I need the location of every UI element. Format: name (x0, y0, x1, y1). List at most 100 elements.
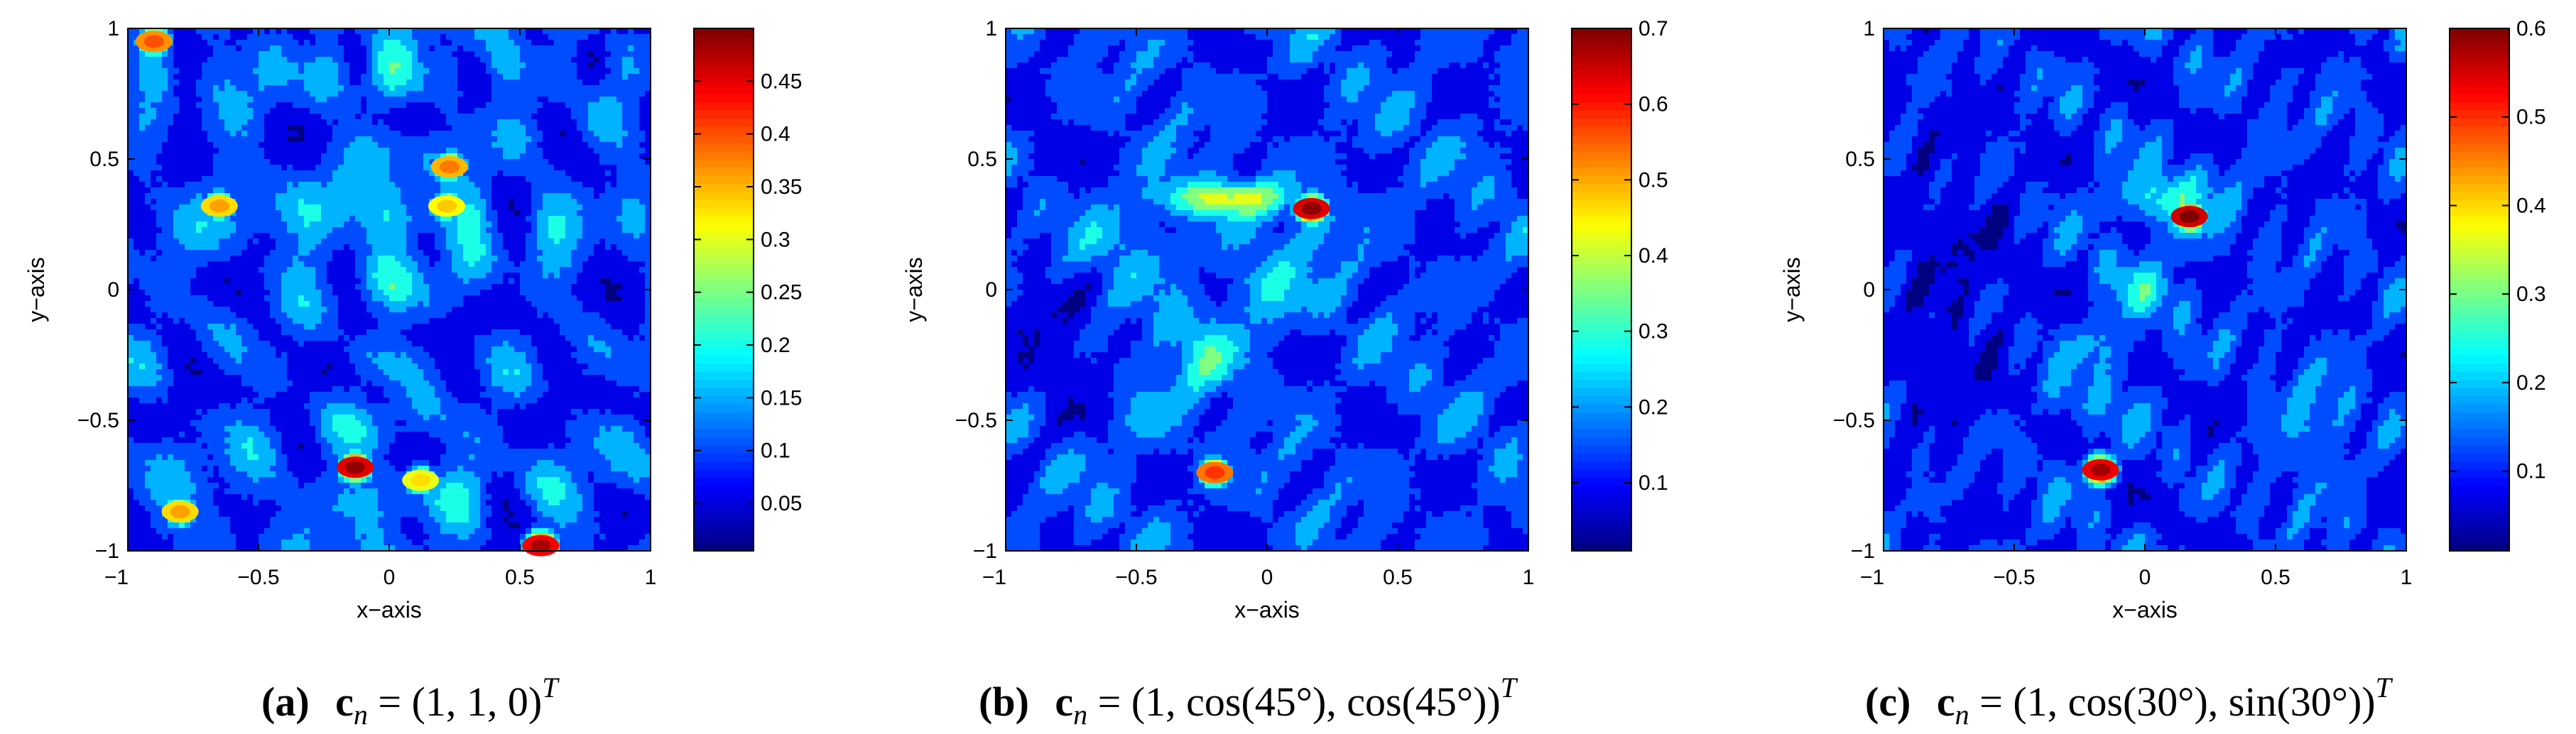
panel-a-heatmap-cell (145, 318, 151, 324)
panel-a-heatmap-cell (628, 148, 634, 154)
panel-a-heatmap-cell (179, 335, 185, 341)
panel-a-heatmap-cell (344, 170, 350, 177)
panel-a-heatmap-cell (645, 80, 651, 86)
panel-a-heatmap-cell (634, 210, 640, 217)
panel-a-heatmap-cell (571, 216, 577, 222)
panel-a-heatmap-cell (622, 153, 629, 160)
panel-a-heatmap-cell (628, 221, 634, 228)
panel-a-heatmap-cell (423, 193, 430, 199)
panel-a-heatmap-cell (639, 28, 646, 35)
panel-a-heatmap-cell (162, 159, 168, 165)
panel-a-heatmap-cell (310, 170, 316, 177)
panel-a-heatmap-cell (156, 182, 163, 188)
panel-a-heatmap-cell (514, 57, 521, 63)
panel-a-heatmap-cell (128, 250, 134, 256)
panel-a-heatmap-cell (435, 153, 441, 160)
panel-a-heatmap-cell (406, 176, 413, 182)
panel-a-heatmap-cell (145, 216, 151, 222)
panel-a-heatmap-cell (349, 97, 356, 103)
panel-a-heatmap-cell (276, 267, 282, 273)
panel-a-heatmap-cell (349, 256, 356, 262)
panel-a-heatmap-cell (418, 40, 424, 46)
panel-a-heatmap-cell (622, 136, 629, 143)
panel-a-heatmap-cell (622, 301, 629, 307)
panel-a-heatmap-cell (509, 233, 515, 239)
panel-a-heatmap-cell (639, 295, 646, 302)
panel-a-heatmap-cell (145, 261, 151, 268)
panel-a-heatmap-cell (179, 199, 185, 205)
panel-a-heatmap-cell (378, 250, 384, 256)
panel-a-heatmap-cell (139, 131, 146, 137)
panel-a-heatmap-cell (594, 290, 600, 296)
panel-a-heatmap-cell (457, 136, 464, 143)
panel-a-heatmap-cell (543, 233, 549, 239)
panel-a-heatmap-cell (599, 193, 606, 199)
panel-a-heatmap-cell (196, 312, 202, 319)
panel-a-heatmap-cell (474, 324, 481, 330)
panel-a-heatmap-cell (173, 131, 180, 137)
panel-a-heatmap-cell (202, 102, 208, 109)
panel-a-heatmap-cell (185, 80, 191, 86)
panel-a-heatmap-cell (537, 233, 543, 239)
panel-a-heatmap-cell (554, 119, 560, 126)
panel-a-heatmap-cell (639, 187, 646, 194)
panel-a-heatmap-cell (270, 273, 276, 279)
panel-a-heatmap-cell (526, 324, 532, 330)
panel-a-heatmap-cell (298, 68, 305, 75)
panel-a-heatmap-cell (582, 204, 589, 211)
panel-a-heatmap-cell (384, 85, 390, 92)
panel-a-heatmap-cell (497, 159, 504, 165)
panel-a-heatmap-cell (276, 131, 282, 137)
panel-a-heatmap-cell (514, 307, 521, 313)
panel-a-heatmap-cell (219, 273, 225, 279)
panel-a-heatmap-cell (429, 159, 435, 165)
panel-a-heatmap-cell (321, 216, 327, 222)
panel-a-heatmap-cell (486, 102, 492, 109)
panel-a-heatmap-cell (628, 131, 634, 137)
panel-a-heatmap-cell (537, 324, 543, 330)
panel-a-heatmap-cell (276, 187, 282, 194)
panel-a-heatmap-cell (236, 102, 242, 109)
panel-a-heatmap-cell (349, 170, 356, 177)
panel-a-heatmap-cell (162, 193, 168, 199)
panel-a-heatmap-cell (190, 108, 197, 114)
panel-a-heatmap-cell (520, 91, 526, 97)
panel-a-heatmap-cell (378, 153, 384, 160)
panel-a-heatmap-cell (463, 227, 469, 234)
panel-a-heatmap-cell (611, 290, 617, 296)
panel-a-heatmap-cell (537, 80, 543, 86)
panel-a-heatmap-cell (554, 233, 560, 239)
panel-a-heatmap-cell (406, 239, 413, 245)
panel-a-heatmap-cell (179, 148, 185, 154)
panel-a-heatmap-cell (156, 307, 163, 313)
panel-a-heatmap-cell (139, 250, 146, 256)
panel-a-heatmap-cell (315, 91, 322, 97)
panel-a-heatmap-cell (565, 239, 572, 245)
panel-a-heatmap-cell (503, 244, 509, 251)
panel-a-heatmap-cell (639, 256, 646, 262)
panel-a-heatmap-cell (293, 216, 299, 222)
panel-a-heatmap-cell (241, 34, 248, 40)
panel-a-heatmap-cell (213, 57, 219, 63)
panel-a-heatmap-cell (543, 307, 549, 313)
panel-a-heatmap-cell (616, 290, 623, 296)
panel-a-heatmap-cell (520, 170, 526, 177)
panel-a-heatmap-cell (207, 221, 214, 228)
panel-a-heatmap-cell (338, 261, 344, 268)
panel-a-heatmap-cell (395, 108, 401, 114)
panel-a-heatmap-cell (270, 51, 276, 57)
panel-a-heatmap-cell (179, 51, 185, 57)
panel-a-heatmap-cell (395, 216, 401, 222)
panel-a-heatmap-cell (156, 142, 163, 148)
panel-a-heatmap-cell (344, 290, 350, 296)
panel-a-heatmap-cell (406, 256, 413, 262)
panel-a-heatmap-cell (401, 284, 407, 290)
panel-a-heatmap-cell (241, 142, 248, 148)
panel-a-heatmap-cell (207, 261, 214, 268)
panel-a-heatmap-cell (253, 193, 259, 199)
panel-a-heatmap-cell (190, 165, 197, 171)
panel-a-heatmap-cell (310, 74, 316, 80)
panel-a-heatmap-cell (486, 165, 492, 171)
panel-a-heatmap-cell (389, 227, 396, 234)
panel-a-heatmap-cell (463, 34, 469, 40)
